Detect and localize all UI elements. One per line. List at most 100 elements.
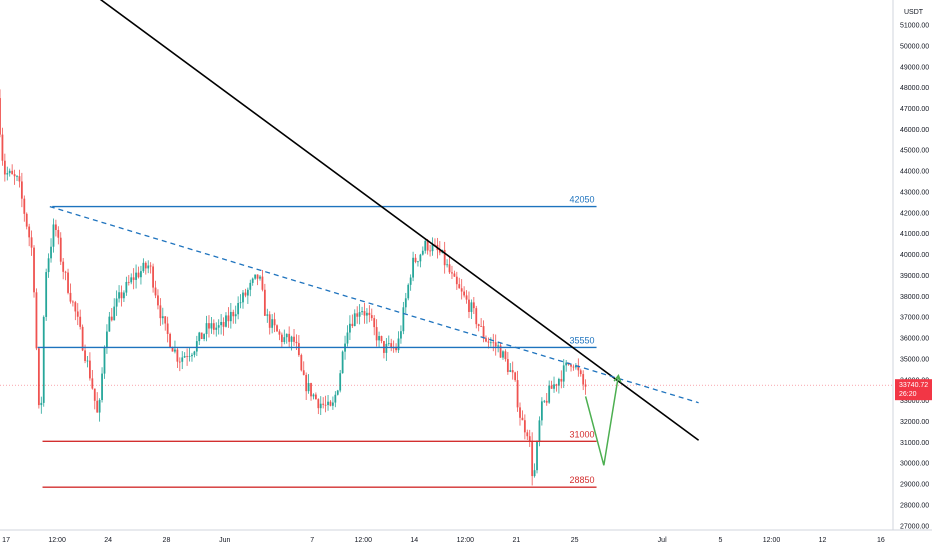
candle-body (164, 316, 167, 324)
candle-body (52, 224, 55, 247)
candles-layer (0, 89, 587, 486)
candle-body (237, 303, 240, 315)
candle-body (353, 313, 356, 327)
candle-body (570, 364, 572, 367)
projection-path[interactable] (584, 375, 620, 466)
candle-body (305, 374, 308, 392)
candle-body (463, 291, 466, 296)
price-tick-label: 37000.00 (900, 315, 929, 322)
candle-body (96, 400, 99, 413)
candle-body (494, 342, 497, 347)
candle-body (314, 394, 317, 400)
time-tick-label: 21 (512, 537, 520, 544)
candle-body (115, 298, 118, 307)
candle-body (453, 273, 456, 277)
levels-layer: 42050 35550 31000 28850 (0, 195, 893, 488)
candle-body (140, 271, 142, 278)
candle-body (346, 332, 349, 344)
price-tick-label: 36000.00 (900, 336, 929, 343)
candle-body (448, 264, 451, 273)
candle-body (288, 333, 291, 342)
price-tick-label: 38000.00 (900, 294, 929, 301)
candle-body (451, 272, 453, 274)
time-tick-label: 16 (877, 537, 885, 544)
candle-body (256, 274, 259, 279)
candle-body (152, 266, 154, 288)
candle-body (565, 362, 568, 366)
candle-body (373, 318, 376, 328)
candle-body (166, 323, 169, 334)
time-tick-label: 12:00 (48, 537, 66, 544)
candle-body (271, 319, 274, 328)
candle-body (300, 355, 303, 371)
price-axis[interactable]: 27000.00 28000.00 29000.00 30000.00 31000.00… (900, 23, 929, 531)
candle-body (293, 336, 295, 342)
candle-body (246, 289, 249, 296)
candle-body (159, 305, 162, 319)
candle-body (460, 288, 463, 292)
candle-body (118, 292, 120, 299)
candle-body (193, 351, 196, 355)
level-label-28850: 28850 (570, 475, 595, 485)
time-tick-label: 12:00 (763, 537, 781, 544)
candle-body (511, 370, 514, 373)
candle-body (443, 249, 446, 266)
candle-body (84, 350, 86, 361)
candle-body (324, 404, 327, 406)
candle-body (154, 287, 157, 296)
candle-body (142, 262, 145, 272)
candle-body (81, 326, 84, 351)
candle-body (349, 323, 351, 333)
candle-body (329, 401, 332, 406)
candle-body (50, 246, 52, 259)
price-tick-label: 35000.00 (900, 356, 929, 363)
price-tick-label: 45000.00 (900, 148, 929, 155)
candle-body (40, 402, 43, 406)
candle-body (183, 356, 186, 358)
candle-body (468, 299, 470, 312)
time-axis[interactable]: 17 12:00 24 28 Jun 7 12:00 14 12:00 21 25 Jul 5 12:00… (2, 537, 885, 544)
candle-body (521, 417, 524, 421)
candle-body (127, 281, 130, 283)
candle-body (550, 385, 553, 389)
time-tick-label: 12:00 (457, 537, 475, 544)
candle-body (407, 284, 410, 299)
candle-body (497, 345, 500, 347)
candle-body (144, 262, 147, 269)
time-tick-label: 5 (719, 537, 723, 544)
candle-body (516, 380, 519, 408)
time-tick-label: 28 (163, 537, 171, 544)
candle-body (244, 292, 247, 296)
candle-body (125, 281, 128, 293)
candle-body (424, 240, 427, 251)
trendline-descending[interactable] (49, 205, 699, 404)
candle-body (149, 265, 152, 267)
candle-body (18, 176, 21, 182)
candle-body (526, 432, 529, 437)
candle-body (502, 351, 504, 358)
candle-body (249, 282, 252, 290)
candle-body (572, 366, 575, 368)
candle-body (290, 336, 293, 342)
candle-body (113, 306, 116, 321)
candle-body (91, 378, 94, 389)
level-label-42050: 42050 (570, 195, 595, 205)
candle-body (378, 336, 380, 341)
candle-body (93, 388, 96, 401)
time-tick-label: 12:00 (355, 537, 373, 544)
candle-body (412, 257, 414, 278)
candle-body (470, 302, 473, 312)
candle-body (395, 347, 397, 351)
trendline-resistance[interactable] (64, 0, 700, 441)
candle-body (212, 323, 215, 330)
candle-body (297, 343, 300, 356)
candle-body (341, 351, 344, 374)
price-tick-label: 31000.00 (900, 440, 929, 447)
candle-body (234, 314, 237, 317)
candle-body (37, 348, 40, 406)
candle-body (528, 436, 531, 442)
candle-body (540, 401, 543, 421)
candle-body (263, 289, 266, 316)
